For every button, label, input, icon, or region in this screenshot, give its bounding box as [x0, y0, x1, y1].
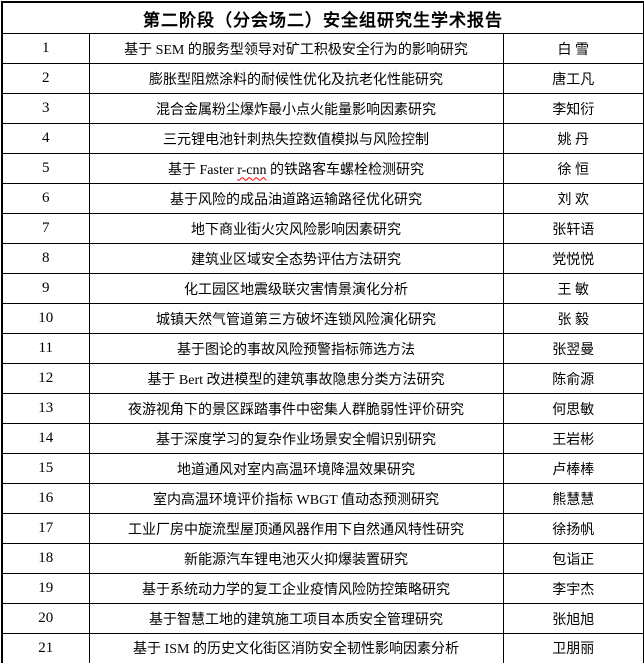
- presenter-name-cell: 张翌曼: [502, 333, 644, 364]
- table-row: 3 混合金属粉尘爆炸最小点火能量影响因素研究 李知衍: [1, 93, 644, 124]
- paper-title-cell: 室内高温环境评价指标 WBGT 值动态预测研究: [88, 483, 504, 514]
- row-number-cell: 5: [1, 153, 90, 184]
- paper-title-cell: 基于深度学习的复杂作业场景安全帽识别研究: [88, 423, 504, 454]
- paper-title-cell: 城镇天然气管道第三方破坏连锁风险演化研究: [88, 303, 504, 334]
- row-number-cell: 19: [1, 573, 90, 604]
- row-number-cell: 4: [1, 123, 90, 154]
- row-number-cell: 17: [1, 513, 90, 544]
- presenter-name-cell: 卢棒棒: [502, 453, 644, 484]
- table-row: 15 地道通风对室内高温环境降温效果研究 卢棒棒: [1, 453, 644, 484]
- paper-title-cell: 夜游视角下的景区踩踏事件中密集人群脆弱性评价研究: [88, 393, 504, 424]
- paper-title-cell: 三元锂电池针刺热失控数值模拟与风险控制: [88, 123, 504, 154]
- paper-title-cell: 建筑业区域安全态势评估方法研究: [88, 243, 504, 274]
- presenter-name-cell: 张旭旭: [502, 603, 644, 634]
- paper-title-cell: 基于 Faster r-cnn 的铁路客车螺栓检测研究: [88, 153, 504, 184]
- presenter-name-cell: 陈俞源: [502, 363, 644, 394]
- table-row: 6 基于风险的成品油道路运输路径优化研究刘 欢: [1, 183, 644, 214]
- paper-title-cell: 基于智慧工地的建筑施工项目本质安全管理研究: [88, 603, 504, 634]
- row-number-cell: 1: [1, 33, 90, 64]
- presenter-name-cell: 李知衍: [502, 93, 644, 124]
- presenter-name-cell: 包诣正: [502, 543, 644, 574]
- presenter-name-cell: 王 敏: [502, 273, 644, 304]
- table-body: 1 基于 SEM 的服务型领导对矿工积极安全行为的影响研究白 雪 2 膨胀型阻燃涂料的…: [1, 33, 644, 663]
- table-row: 11 基于图论的事故风险预警指标筛选方法 张翌曼: [1, 333, 644, 364]
- presenter-name-cell: 唐工凡: [502, 63, 644, 94]
- row-number-cell: 15: [1, 453, 90, 484]
- table-row: 5 基于 Faster r-cnn 的铁路客车螺栓检测研究徐 恒: [1, 153, 644, 184]
- table-row: 20 基于智慧工地的建筑施工项目本质安全管理研究 张旭旭: [1, 603, 644, 634]
- presenter-name-cell: 张轩语: [502, 213, 644, 244]
- presenter-name-cell: 白 雪: [502, 33, 644, 64]
- row-number-cell: 18: [1, 543, 90, 574]
- table-row: 7 地下商业街火灾风险影响因素研究 张轩语: [1, 213, 644, 244]
- paper-title-cell: 基于 ISM 的历史文化街区消防安全韧性影响因素分析: [88, 633, 504, 663]
- table-row: 2 膨胀型阻燃涂料的耐候性优化及抗老化性能研究 唐工凡: [1, 63, 644, 94]
- presenter-name-cell: 熊慧慧: [502, 483, 644, 514]
- paper-title-cell: 基于 Bert 改进模型的建筑事故隐患分类方法研究: [88, 363, 504, 394]
- table-row: 12 基于 Bert 改进模型的建筑事故隐患分类方法研究 陈俞源: [1, 363, 644, 394]
- table-row: 1 基于 SEM 的服务型领导对矿工积极安全行为的影响研究白 雪: [1, 33, 644, 64]
- row-number-cell: 7: [1, 213, 90, 244]
- table-row: 14 基于深度学习的复杂作业场景安全帽识别研究 王岩彬: [1, 423, 644, 454]
- row-number-cell: 12: [1, 363, 90, 394]
- row-number-cell: 16: [1, 483, 90, 514]
- paper-title-cell: 膨胀型阻燃涂料的耐候性优化及抗老化性能研究: [88, 63, 504, 94]
- row-number-cell: 21: [1, 633, 90, 663]
- presenter-name-cell: 卫朋丽: [502, 633, 644, 663]
- paper-title-cell: 地道通风对室内高温环境降温效果研究: [88, 453, 504, 484]
- table-row: 9 化工园区地震级联灾害情景演化分析王 敏: [1, 273, 644, 304]
- row-number-cell: 13: [1, 393, 90, 424]
- presenter-name-cell: 徐扬帆: [502, 513, 644, 544]
- spellcheck-underlined-text: r-cnn: [237, 162, 267, 178]
- table-row: 13 夜游视角下的景区踩踏事件中密集人群脆弱性评价研究 何思敏: [1, 393, 644, 424]
- presenter-name-cell: 张 毅: [502, 303, 644, 334]
- table-row: 16 室内高温环境评价指标 WBGT 值动态预测研究 熊慧慧: [1, 483, 644, 514]
- table-title-row: 第二阶段（分会场二）安全组研究生学术报告: [1, 1, 644, 34]
- presenter-name-cell: 姚 丹: [502, 123, 644, 154]
- paper-title-cell: 基于风险的成品油道路运输路径优化研究: [88, 183, 504, 214]
- row-number-cell: 9: [1, 273, 90, 304]
- presenter-name-cell: 党悦悦: [502, 243, 644, 274]
- table-row: 19 基于系统动力学的复工企业疫情风险防控策略研究 李宇杰: [1, 573, 644, 604]
- row-number-cell: 20: [1, 603, 90, 634]
- presenter-name-cell: 何思敏: [502, 393, 644, 424]
- table-row: 10 城镇天然气管道第三方破坏连锁风险演化研究张 毅: [1, 303, 644, 334]
- table-row: 4 三元锂电池针刺热失控数值模拟与风险控制姚 丹: [1, 123, 644, 154]
- row-number-cell: 10: [1, 303, 90, 334]
- paper-title-cell: 工业厂房中旋流型屋顶通风器作用下自然通风特性研究: [88, 513, 504, 544]
- paper-title-cell: 新能源汽车锂电池灭火抑爆装置研究: [88, 543, 504, 574]
- row-number-cell: 11: [1, 333, 90, 364]
- paper-title-cell: 化工园区地震级联灾害情景演化分析: [88, 273, 504, 304]
- row-number-cell: 14: [1, 423, 90, 454]
- presenter-name-cell: 王岩彬: [502, 423, 644, 454]
- paper-title-cell: 混合金属粉尘爆炸最小点火能量影响因素研究: [88, 93, 504, 124]
- presenter-name-cell: 徐 恒: [502, 153, 644, 184]
- paper-title-cell: 基于 SEM 的服务型领导对矿工积极安全行为的影响研究: [88, 33, 504, 64]
- table-title: 第二阶段（分会场二）安全组研究生学术报告: [1, 1, 644, 34]
- table-row: 8 建筑业区域安全态势评估方法研究 党悦悦: [1, 243, 644, 274]
- row-number-cell: 6: [1, 183, 90, 214]
- presenter-name-cell: 刘 欢: [502, 183, 644, 214]
- row-number-cell: 2: [1, 63, 90, 94]
- paper-title-cell: 地下商业街火灾风险影响因素研究: [88, 213, 504, 244]
- table-row: 17 工业厂房中旋流型屋顶通风器作用下自然通风特性研究 徐扬帆: [1, 513, 644, 544]
- paper-title-cell: 基于系统动力学的复工企业疫情风险防控策略研究: [88, 573, 504, 604]
- row-number-cell: 3: [1, 93, 90, 124]
- table-row: 18 新能源汽车锂电池灭火抑爆装置研究 包诣正: [1, 543, 644, 574]
- row-number-cell: 8: [1, 243, 90, 274]
- paper-title-cell: 基于图论的事故风险预警指标筛选方法: [88, 333, 504, 364]
- table-row: 21 基于 ISM 的历史文化街区消防安全韧性影响因素分析 卫朋丽: [1, 633, 644, 663]
- presenter-name-cell: 李宇杰: [502, 573, 644, 604]
